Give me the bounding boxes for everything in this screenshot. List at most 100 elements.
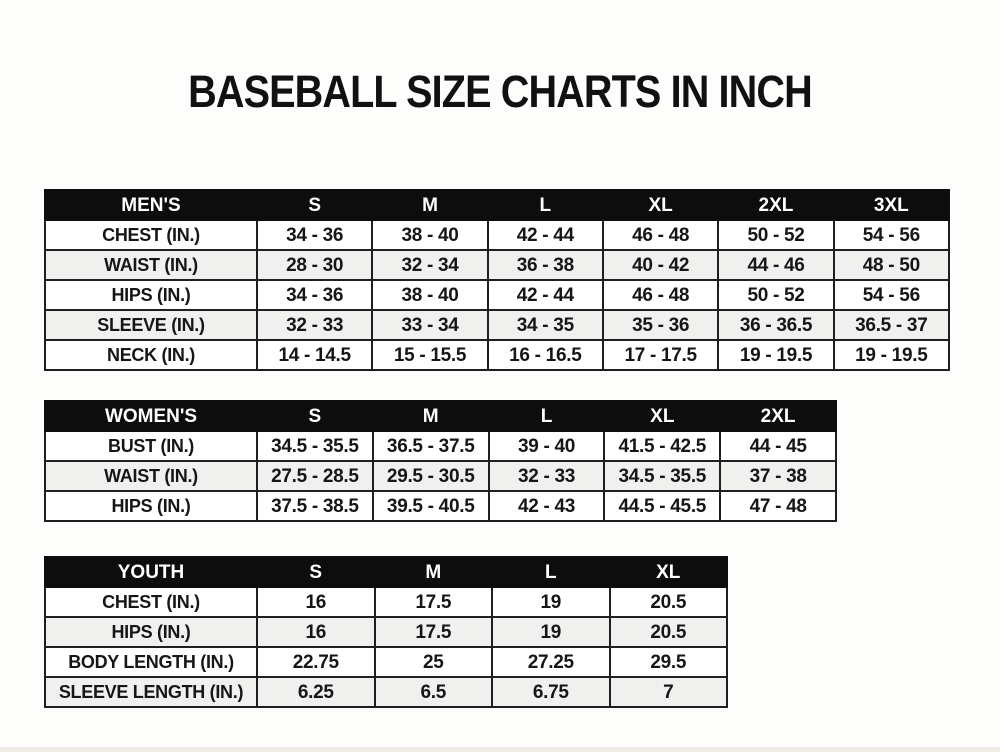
table-row: CHEST (IN.) 34 - 36 38 - 40 42 - 44 46 - 48 5… — [44, 219, 951, 251]
table-row: WAIST (IN.) 28 - 30 32 - 34 36 - 38 40 - 42 4… — [44, 249, 951, 281]
size-value-cell: 25 — [373, 646, 493, 678]
size-column-header-l: L — [486, 189, 604, 221]
size-value-cell: 44 - 45 — [719, 430, 837, 462]
size-value-cell: 6.25 — [256, 676, 376, 708]
table-row: NECK (IN.) 14 - 14.5 15 - 15.5 16 - 16.5 17 … — [44, 339, 951, 371]
size-table-youth: YOUTH S M L XL CHEST (IN.) 16 17.5 19 20.5 HIPS (I… — [44, 556, 728, 708]
row-label-cell: WAIST (IN.) — [44, 249, 258, 281]
table-title-cell-youth: YOUTH — [44, 556, 258, 588]
size-value-cell: 34 - 36 — [255, 219, 374, 251]
size-value-cell: 17.5 — [373, 586, 493, 618]
table-header-row-youth: YOUTH S M L XL — [44, 556, 728, 588]
size-value-cell: 50 - 52 — [717, 279, 835, 311]
size-value-cell: 29.5 — [608, 646, 728, 678]
size-value-cell: 48 - 50 — [832, 249, 951, 281]
size-value-cell: 39 - 40 — [487, 430, 606, 462]
size-value-cell: 20.5 — [608, 586, 728, 618]
size-value-cell: 42 - 44 — [486, 279, 604, 311]
size-value-cell: 16 - 16.5 — [486, 339, 604, 371]
size-value-cell: 15 - 15.5 — [371, 339, 489, 371]
size-table-mens: MEN'S S M L XL 2XL 3XL CHEST (IN.) 34 - 36 38 - 4… — [44, 189, 951, 371]
size-value-cell: 54 - 56 — [832, 219, 951, 251]
size-table-womens: WOMEN'S S M L XL 2XL BUST (IN.) 34.5 - 35.5 36.5… — [44, 400, 837, 522]
size-value-cell: 27.5 - 28.5 — [256, 460, 374, 492]
table-title-cell-womens: WOMEN'S — [44, 400, 258, 432]
size-value-cell: 36 - 38 — [486, 249, 604, 281]
size-column-header-xl: XL — [608, 556, 728, 588]
page-title: BASEBALL SIZE CHARTS IN INCH — [188, 66, 813, 117]
size-column-header-m: M — [371, 189, 489, 221]
size-value-cell: 37.5 - 38.5 — [256, 490, 374, 522]
size-column-header-xl: XL — [603, 400, 722, 432]
scan-edge-strip — [0, 747, 1000, 752]
size-value-cell: 22.75 — [256, 646, 376, 678]
size-value-cell: 20.5 — [608, 616, 728, 648]
size-column-header-s: S — [256, 400, 374, 432]
size-value-cell: 32 - 33 — [255, 309, 374, 341]
size-value-cell: 50 - 52 — [717, 219, 835, 251]
table-title-cell-mens: MEN'S — [44, 189, 258, 221]
row-label-cell: HIPS (IN.) — [44, 279, 258, 311]
size-value-cell: 35 - 36 — [601, 309, 720, 341]
size-column-header-m: M — [373, 556, 493, 588]
size-value-cell: 34.5 - 35.5 — [256, 430, 374, 462]
table-row: HIPS (IN.) 37.5 - 38.5 39.5 - 40.5 42 - 43 4… — [44, 490, 837, 522]
table-row: HIPS (IN.) 16 17.5 19 20.5 — [44, 616, 728, 648]
size-value-cell: 36.5 - 37.5 — [371, 430, 490, 462]
size-value-cell: 19 - 19.5 — [832, 339, 951, 371]
size-value-cell: 44.5 - 45.5 — [603, 490, 722, 522]
table-header-row-mens: MEN'S S M L XL 2XL 3XL — [44, 189, 951, 221]
size-value-cell: 19 — [491, 586, 611, 618]
table-row: WAIST (IN.) 27.5 - 28.5 29.5 - 30.5 32 - 33… — [44, 460, 837, 492]
size-value-cell: 16 — [256, 586, 376, 618]
size-column-header-3xl: 3XL — [832, 189, 951, 221]
size-value-cell: 42 - 44 — [486, 219, 604, 251]
row-label-cell: CHEST (IN.) — [44, 219, 258, 251]
size-value-cell: 34 - 35 — [486, 309, 604, 341]
table-row: BUST (IN.) 34.5 - 35.5 36.5 - 37.5 39 - 40 4… — [44, 430, 837, 462]
size-value-cell: 28 - 30 — [255, 249, 374, 281]
row-label-cell: BUST (IN.) — [44, 430, 258, 462]
size-value-cell: 54 - 56 — [832, 279, 951, 311]
size-value-cell: 16 — [256, 616, 376, 648]
row-label-cell: HIPS (IN.) — [44, 490, 258, 522]
size-column-header-2xl: 2XL — [719, 400, 837, 432]
size-value-cell: 27.25 — [491, 646, 611, 678]
size-column-header-l: L — [491, 556, 611, 588]
size-value-cell: 6.5 — [373, 676, 493, 708]
table-row: SLEEVE (IN.) 32 - 33 33 - 34 34 - 35 35 - 36… — [44, 309, 951, 341]
size-value-cell: 17.5 — [373, 616, 493, 648]
size-value-cell: 38 - 40 — [371, 219, 489, 251]
table-row: BODY LENGTH (IN.) 22.75 25 27.25 29.5 — [44, 646, 728, 678]
row-label-cell: NECK (IN.) — [44, 339, 258, 371]
size-value-cell: 38 - 40 — [371, 279, 489, 311]
size-value-cell: 37 - 38 — [719, 460, 837, 492]
size-value-cell: 42 - 43 — [487, 490, 606, 522]
size-value-cell: 14 - 14.5 — [255, 339, 374, 371]
table-row: SLEEVE LENGTH (IN.) 6.25 6.5 6.75 7 — [44, 676, 728, 708]
size-value-cell: 41.5 - 42.5 — [603, 430, 722, 462]
row-label-cell: SLEEVE (IN.) — [44, 309, 258, 341]
table-header-row-womens: WOMEN'S S M L XL 2XL — [44, 400, 837, 432]
size-value-cell: 33 - 34 — [371, 309, 489, 341]
size-value-cell: 44 - 46 — [717, 249, 835, 281]
size-value-cell: 19 — [491, 616, 611, 648]
size-value-cell: 29.5 - 30.5 — [371, 460, 490, 492]
size-column-header-s: S — [255, 189, 374, 221]
size-value-cell: 7 — [608, 676, 728, 708]
size-column-header-2xl: 2XL — [717, 189, 835, 221]
size-value-cell: 36 - 36.5 — [717, 309, 835, 341]
row-label-cell: CHEST (IN.) — [44, 586, 258, 618]
size-value-cell: 46 - 48 — [601, 279, 720, 311]
size-value-cell: 46 - 48 — [601, 219, 720, 251]
row-label-cell: BODY LENGTH (IN.) — [44, 646, 258, 678]
size-value-cell: 36.5 - 37 — [832, 309, 951, 341]
row-label-cell: WAIST (IN.) — [44, 460, 258, 492]
row-label-cell: HIPS (IN.) — [44, 616, 258, 648]
table-row: HIPS (IN.) 34 - 36 38 - 40 42 - 44 46 - 48 50… — [44, 279, 951, 311]
size-column-header-l: L — [487, 400, 606, 432]
size-value-cell: 17 - 17.5 — [601, 339, 720, 371]
size-column-header-s: S — [256, 556, 376, 588]
size-value-cell: 32 - 34 — [371, 249, 489, 281]
